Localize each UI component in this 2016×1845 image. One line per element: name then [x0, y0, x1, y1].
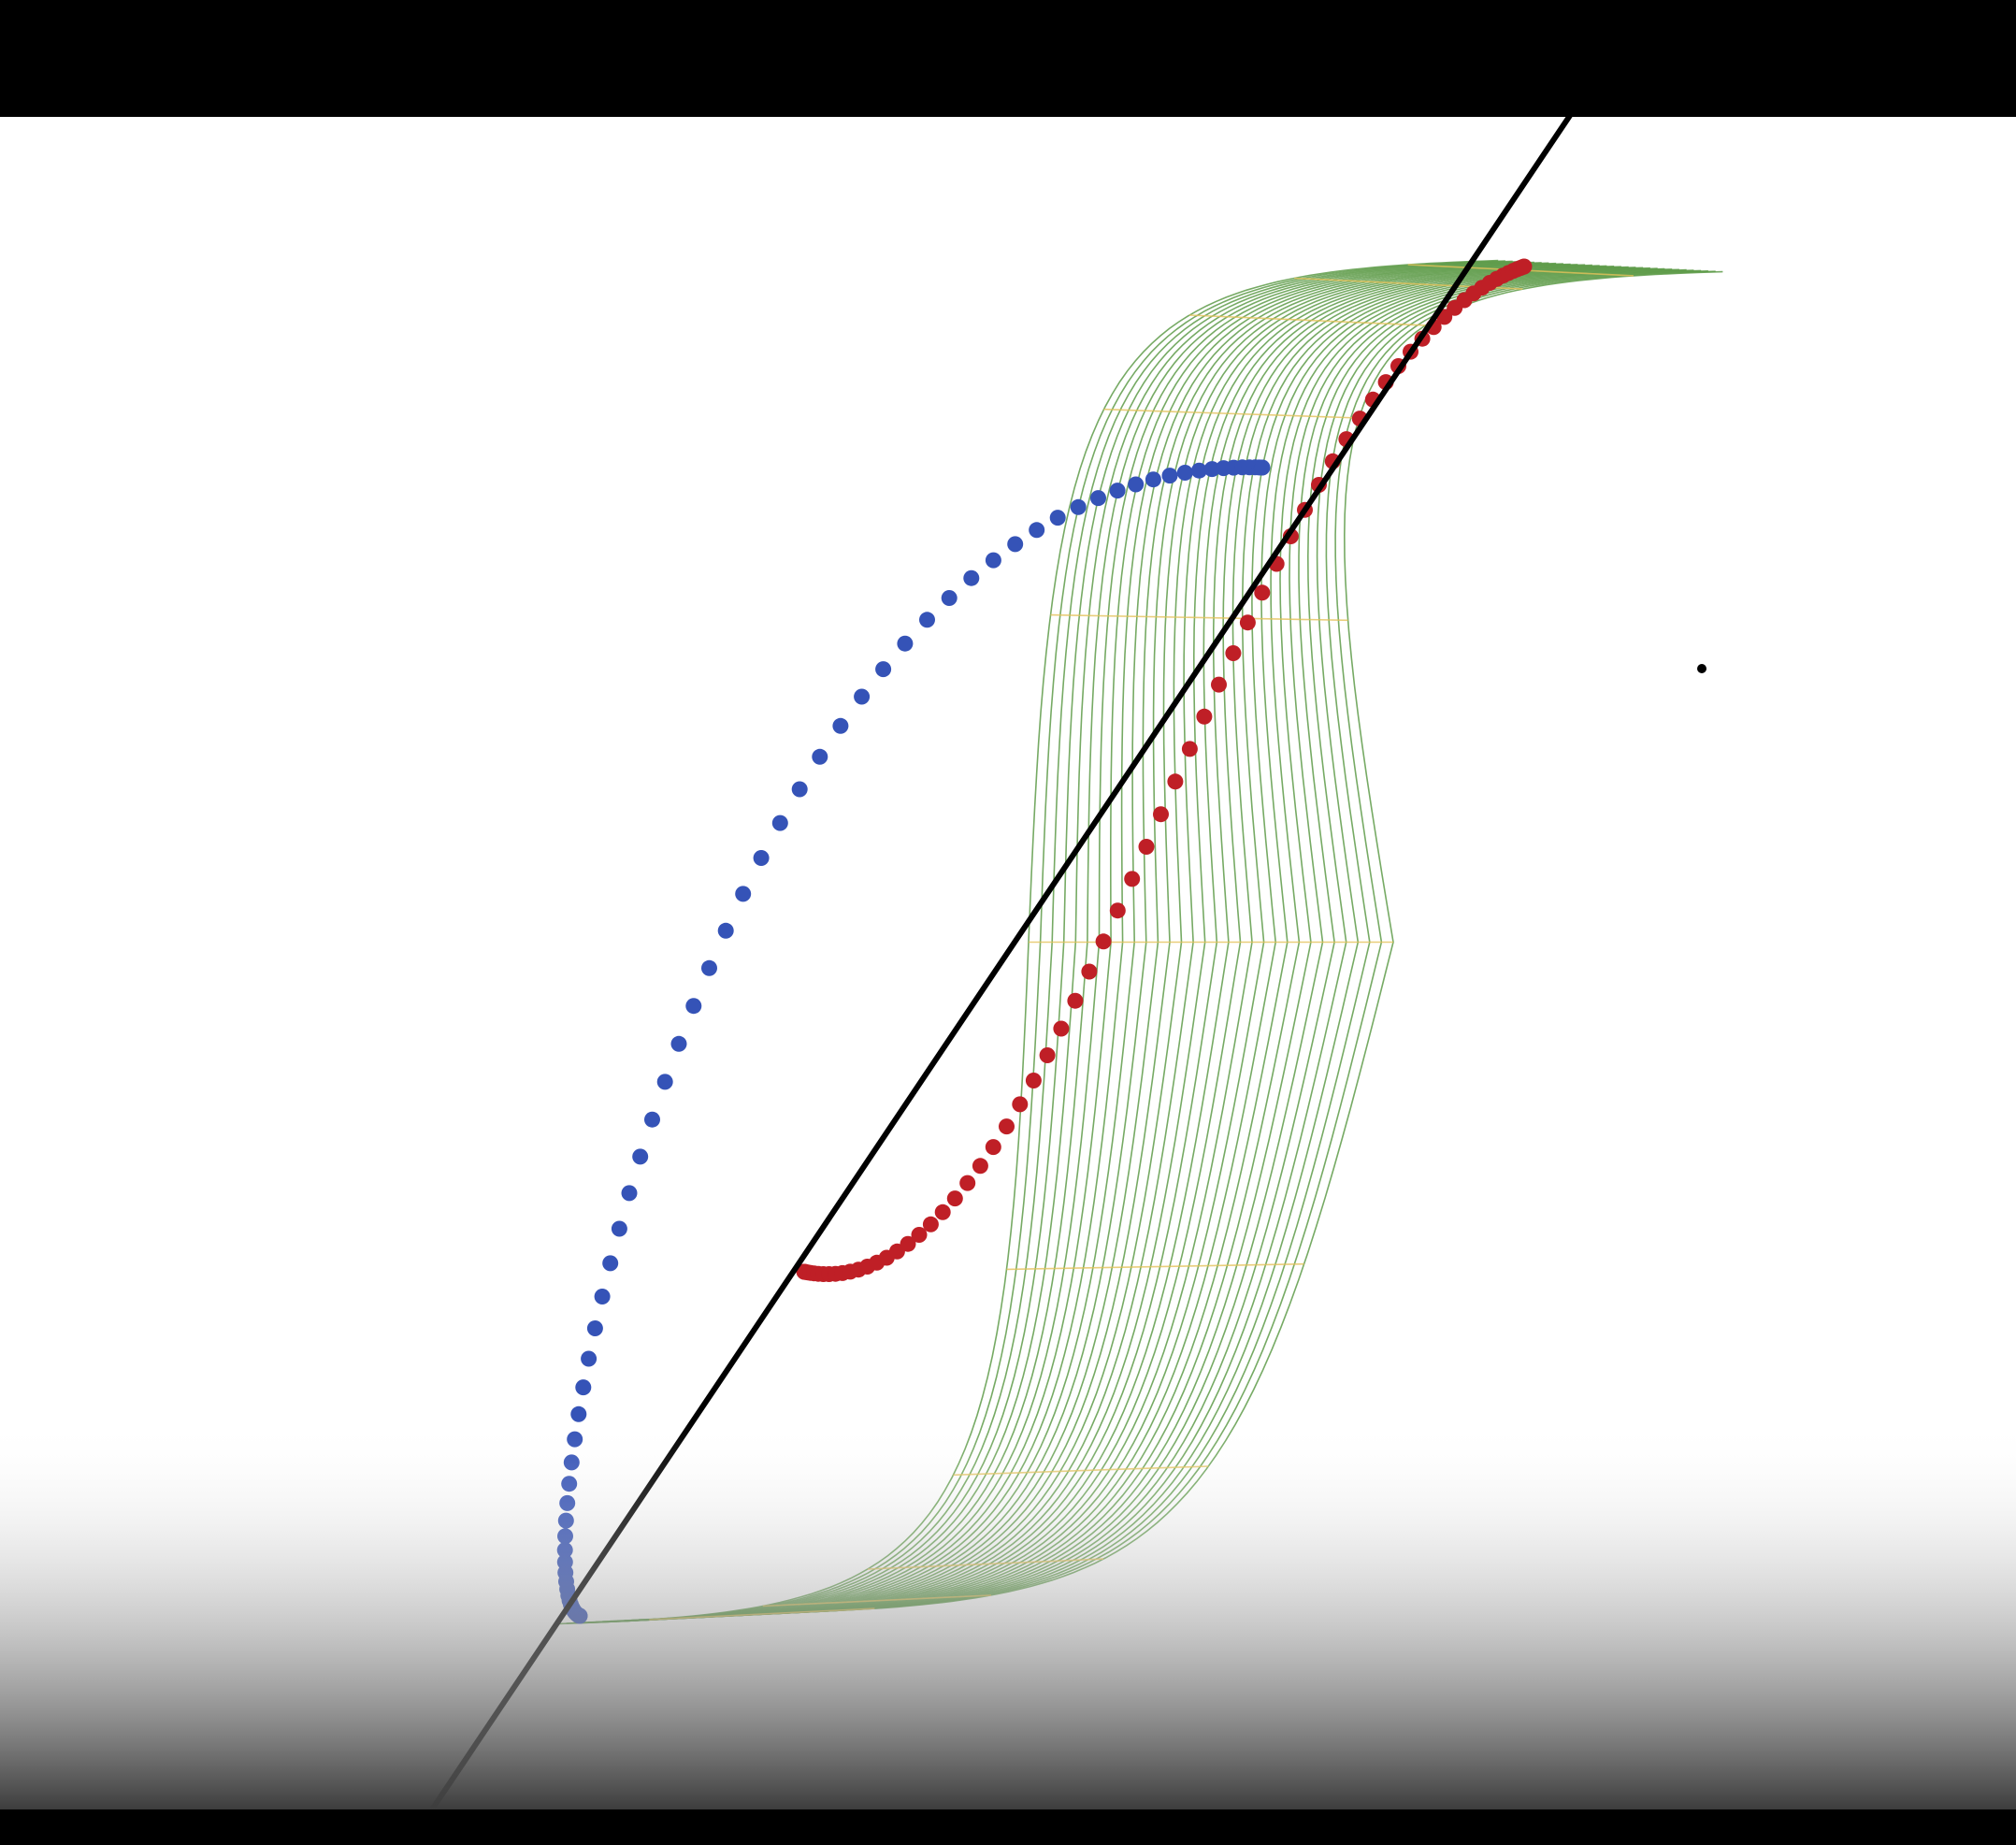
stray-dot-marker [1697, 664, 1706, 673]
ascending-point [735, 886, 752, 902]
ascending-point [656, 1074, 673, 1090]
ascending-point [791, 781, 808, 798]
top-black-bar [0, 0, 2016, 117]
ascending-point [1190, 462, 1207, 479]
ascending-point [1109, 483, 1126, 499]
descending-point [999, 1118, 1015, 1135]
ascending-point [985, 552, 1001, 569]
descending-point [1124, 871, 1141, 887]
sheet-cross-line [1006, 1262, 1304, 1271]
descending-point [1053, 1020, 1070, 1037]
ascending-point [575, 1379, 592, 1396]
descending-point [972, 1158, 988, 1175]
ascending-point [1203, 461, 1220, 478]
ascending-point [701, 959, 717, 976]
ascending-point [1090, 490, 1106, 507]
descending-point [1025, 1073, 1042, 1088]
ascending-point [594, 1289, 611, 1304]
descending-point [1225, 645, 1242, 661]
ascending-point [602, 1255, 619, 1272]
descending-point [1153, 806, 1169, 823]
ascending-point [644, 1111, 660, 1128]
ascending-point [570, 1405, 587, 1422]
ascending-point [897, 635, 914, 652]
descending-point [1167, 773, 1184, 790]
descending-point [985, 1139, 1001, 1156]
ascending-point [854, 688, 871, 705]
ascending-point [771, 814, 788, 831]
ascending-point [1161, 468, 1178, 484]
descending-point [1039, 1047, 1056, 1063]
descending-point [1138, 839, 1155, 855]
descending-point [1196, 708, 1213, 725]
descending-point [1067, 992, 1084, 1009]
descending-point [959, 1175, 976, 1191]
ascending-point [581, 1350, 598, 1367]
ascending-point [586, 1320, 603, 1336]
ascending-point [1254, 459, 1271, 476]
ascending-point [1029, 522, 1045, 539]
descending-point [1516, 258, 1533, 275]
ascending-point [717, 922, 734, 939]
descending-branch-points [796, 258, 1533, 1282]
ascending-point [875, 661, 892, 678]
descending-point [1211, 676, 1227, 693]
descending-point [911, 1227, 928, 1243]
bottom-shading [0, 1421, 2016, 1809]
descending-point [1095, 933, 1112, 950]
descending-point [1239, 614, 1256, 631]
ascending-point [812, 748, 828, 765]
sheet-cross-line [1050, 613, 1348, 622]
bottom-black-bar [0, 1809, 2016, 1845]
descending-point [1254, 584, 1271, 601]
descending-point [1012, 1096, 1029, 1113]
ascending-point [941, 590, 958, 606]
ascending-point [685, 998, 702, 1015]
ascending-point [1007, 536, 1024, 553]
ascending-point [1049, 510, 1066, 526]
descending-point [1181, 741, 1198, 757]
descending-point [1109, 902, 1126, 919]
ascending-point [832, 717, 849, 734]
ascending-point [963, 569, 980, 586]
descending-point [1081, 963, 1098, 980]
ascending-point [632, 1148, 649, 1165]
sheet-cross-line [1189, 314, 1426, 326]
descending-point [922, 1216, 939, 1232]
ascending-point [1176, 465, 1193, 481]
descending-point [946, 1190, 963, 1207]
descending-point [934, 1204, 951, 1220]
ascending-point [611, 1220, 627, 1237]
ascending-point [1128, 476, 1145, 493]
ascending-point [753, 850, 770, 866]
descending-point [900, 1235, 916, 1252]
sheet-cross-line [1103, 408, 1360, 419]
ascending-point [919, 612, 935, 628]
ascending-point [1070, 498, 1087, 515]
ascending-point [1145, 471, 1161, 488]
ascending-point [670, 1035, 687, 1052]
ascending-point [621, 1185, 638, 1202]
